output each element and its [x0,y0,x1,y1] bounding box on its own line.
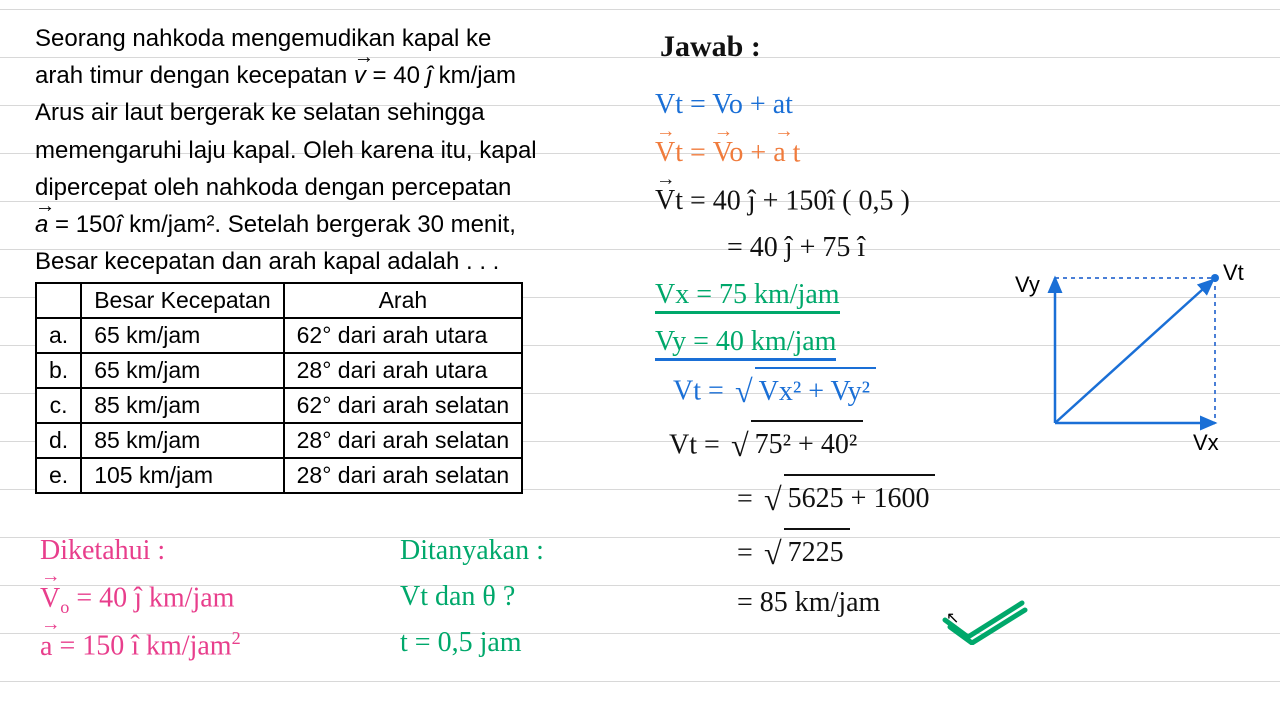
work-line: Vt = 40 ĵ + 150î ( 0,5 ) [655,177,935,225]
work-line: = 7225 [655,527,935,581]
label-vx: Vx [1193,430,1219,456]
given-row: a = 150 î km/jam2 [40,622,241,670]
given-block: Diketahui : Vo = 40 ĵ km/jam a = 150 î k… [40,528,241,670]
row-label: b. [36,353,81,388]
work-line: = 40 ĵ + 75 î [655,225,935,272]
work-line: Vx = 75 km/jam [655,272,935,319]
vector-a: a [35,206,48,243]
table-header-blank [36,283,81,318]
answer-table: Besar Kecepatan Arah a.65 km/jam62° dari… [35,282,523,494]
row-dir: 62° dari arah utara [284,318,523,353]
problem-line: km/jam [432,62,516,89]
problem-line: Seorang nahkoda mengemudikan kapal ke [35,25,491,52]
row-speed: 65 km/jam [81,353,283,388]
row-dir: 28° dari arah utara [284,353,523,388]
asked-row: t = 0,5 jam [400,620,544,666]
solution-work: Vt = Vo + at Vt = Vo + a t Vt = 40 ĵ + 1… [655,82,935,627]
asked-title: Ditanyakan : [400,528,544,574]
asked-row: Vt dan θ ? [400,574,544,620]
table-row: a.65 km/jam62° dari arah utara [36,318,522,353]
asked-block: Ditanyakan : Vt dan θ ? t = 0,5 jam [400,528,544,667]
mouse-cursor-icon: ↖ [946,608,959,628]
vec-a: a [40,622,52,670]
work-line: Vt = Vx² + Vy² [655,365,935,419]
table-header-direction: Arah [284,283,523,318]
triangle-svg [1045,268,1235,448]
row-speed: 85 km/jam [81,388,283,423]
row-label: e. [36,458,81,493]
problem-line: Arus air laut bergerak ke selatan sehing… [35,99,485,126]
table-header-speed: Besar Kecepatan [81,283,283,318]
row-label: a. [36,318,81,353]
problem-text: Seorang nahkoda mengemudikan kapal ke ar… [35,20,635,280]
work-line: Vt = 75² + 40² [655,419,935,473]
work-line: = 85 km/jam [655,580,935,627]
problem-line: = 40 [366,62,427,89]
row-speed: 105 km/jam [81,458,283,493]
problem-line: = 150 [48,211,115,238]
answer-header: Jawab : [660,30,761,64]
vector-v: v [354,57,366,94]
row-dir: 28° dari arah selatan [284,458,523,493]
problem-line: Besar kecepatan dan arah kapal adalah . … [35,248,499,275]
table-row: d.85 km/jam28° dari arah selatan [36,423,522,458]
table-row: c.85 km/jam62° dari arah selatan [36,388,522,423]
label-vy: Vy [1015,272,1040,298]
work-line: Vt = Vo + a t [655,129,935,177]
table-row: e.105 km/jam28° dari arah selatan [36,458,522,493]
problem-line: km/jam². Setelah bergerak 30 menit, [122,211,516,238]
work-line: = 5625 + 1600 [655,473,935,527]
vector-triangle-diagram: Vy Vt Vx [1045,268,1235,448]
row-dir: 62° dari arah selatan [284,388,523,423]
row-dir: 28° dari arah selatan [284,423,523,458]
work-line: Vt = Vo + at [655,82,935,129]
row-label: c. [36,388,81,423]
problem-line: dipercepat oleh nahkoda dengan percepata… [35,174,511,201]
problem-line: memengaruhi laju kapal. Oleh karena itu,… [35,137,537,164]
work-line: Vy = 40 km/jam [655,319,935,366]
label-vt: Vt [1223,260,1244,286]
problem-line: arah timur dengan kecepatan [35,62,354,89]
row-speed: 65 km/jam [81,318,283,353]
table-row: b.65 km/jam28° dari arah utara [36,353,522,388]
row-label: d. [36,423,81,458]
row-speed: 85 km/jam [81,423,283,458]
given-title: Diketahui : [40,528,241,574]
given-row: Vo = 40 ĵ km/jam [40,574,241,622]
